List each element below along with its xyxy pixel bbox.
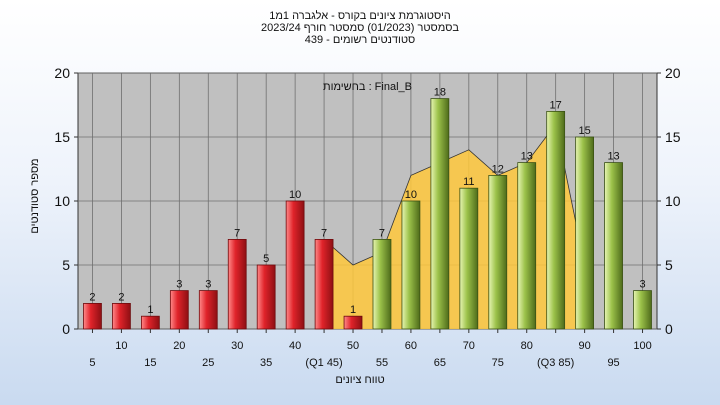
bar	[285, 200, 305, 330]
bar-value-label: 7	[234, 227, 240, 239]
x-tick-label: 5	[89, 357, 95, 369]
y-tick-label-right: 10	[665, 193, 681, 209]
bar-value-label: 18	[434, 87, 446, 99]
bar	[517, 162, 537, 330]
y-tick-label-left: 15	[54, 129, 70, 145]
chart-title-line-2: בסמסטר (01/2023) סמסטר חורף 2023/24	[260, 22, 460, 34]
x-tick-label: 70	[463, 340, 475, 352]
bar	[141, 315, 160, 330]
y-tick-label-left: 0	[62, 321, 70, 337]
bar-value-label: 11	[463, 176, 474, 188]
bar	[343, 315, 363, 330]
chart-title-line-1: היסטוגרמת ציונים בקורס - אלגברה 1מ1	[269, 10, 451, 22]
x-tick-label: 50	[347, 340, 359, 352]
bar	[314, 238, 334, 330]
bar	[575, 136, 594, 330]
bar-value-label: 3	[176, 279, 182, 291]
bar	[83, 302, 102, 330]
bar-value-label: 1	[350, 304, 356, 316]
bar	[112, 302, 131, 330]
x-tick-label: 100	[633, 340, 651, 352]
x-tick-label: 40	[289, 340, 301, 352]
y-axis-label: מספר סטודנטים	[29, 158, 41, 234]
bar-value-label: 7	[321, 227, 327, 239]
bar-value-label: 2	[118, 291, 124, 303]
bar-value-label: 12	[492, 163, 504, 175]
y-tick-label-right: 0	[665, 321, 673, 337]
y-tick-label-left: 5	[62, 257, 70, 273]
chart-title: היסטוגרמת ציונים בקורס - אלגברה 1מ1 בסמס…	[0, 10, 720, 46]
bar-value-label: 5	[263, 253, 269, 265]
bar	[169, 290, 189, 330]
bar	[488, 174, 508, 330]
x-tick-label: 20	[173, 340, 185, 352]
bar	[401, 200, 421, 330]
x-tick-label: (Q3 85)	[537, 357, 574, 369]
x-axis-label: טווח ציונים	[335, 374, 385, 386]
x-tick-label: 25	[202, 357, 214, 369]
plot-annotation: בחשימות : Final_B	[323, 81, 412, 93]
x-tick-label: 95	[607, 357, 619, 369]
bar-value-label: 13	[607, 151, 619, 163]
x-tick-label: 60	[405, 340, 417, 352]
x-tick-label: 55	[376, 357, 388, 369]
x-tick-label: 30	[231, 340, 243, 352]
x-tick-label: 75	[492, 357, 504, 369]
distribution-line	[323, 123, 586, 266]
bar	[256, 264, 276, 330]
x-tick-label: 35	[260, 357, 272, 369]
bar-value-label: 3	[639, 279, 645, 291]
y-tick-label-right: 5	[665, 257, 673, 273]
bar	[372, 238, 392, 330]
bar-value-label: 2	[89, 291, 95, 303]
x-tick-label: 10	[115, 340, 127, 352]
x-tick-label: 80	[521, 340, 533, 352]
chart-title-line-3: סטודנטים רשומים - 439	[304, 34, 416, 46]
y-tick-label-right: 20	[665, 65, 681, 81]
bar-value-label: 1	[147, 304, 153, 316]
x-tick-label: 65	[434, 357, 446, 369]
bar-value-label: 10	[289, 189, 301, 201]
x-tick-label: 90	[579, 340, 591, 352]
bar	[546, 111, 566, 330]
y-tick-label-right: 15	[665, 129, 681, 145]
bar	[633, 290, 652, 330]
bar	[459, 187, 479, 330]
bar	[430, 98, 450, 330]
bar-value-label: 7	[379, 227, 385, 239]
bar-value-label: 13	[521, 151, 533, 163]
bar-value-label: 17	[550, 99, 562, 111]
bar	[198, 290, 218, 330]
x-tick-label: 15	[144, 357, 156, 369]
y-tick-label-left: 20	[54, 65, 70, 81]
y-tick-label-left: 10	[54, 193, 70, 209]
bar-value-label: 10	[405, 189, 417, 201]
bar-value-label: 3	[205, 279, 211, 291]
bar-value-label: 15	[579, 125, 591, 137]
bar	[227, 238, 247, 330]
bar	[604, 162, 623, 330]
x-tick-label: (Q1 45)	[305, 357, 342, 369]
